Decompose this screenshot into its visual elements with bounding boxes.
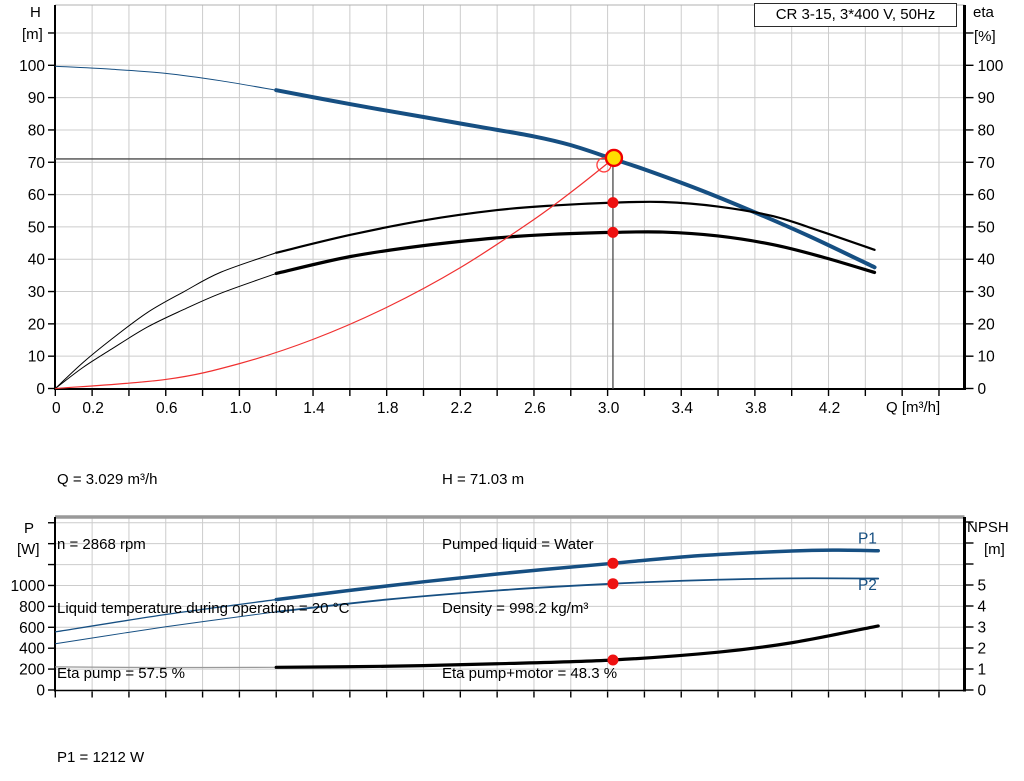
pumped-liquid-text: Pumped liquid = Water	[442, 535, 594, 553]
p-axis-unit: [W]	[17, 541, 40, 558]
npsh-axis-title: NPSH	[967, 519, 1009, 536]
h-axis-title: H	[30, 4, 41, 21]
eta-pump-value-text: Eta pump = 57.5 %	[57, 664, 185, 682]
NPSH-curve-thin	[55, 666, 277, 669]
left-axis-tick-label: 10	[28, 349, 46, 366]
x-axis-tick-label: 4.2	[819, 400, 841, 417]
x-axis-tick-label: 1.0	[230, 400, 252, 417]
eta-pump-motor-text: Eta pump+motor = 48.3 %	[442, 664, 618, 682]
left-axis-tick-label: 50	[28, 219, 46, 236]
duty-dot-eta-pump	[607, 197, 619, 209]
x-axis-tick-label: 1.8	[377, 400, 399, 417]
x-axis-tick-label: 2.6	[524, 400, 546, 417]
h-axis-unit: [m]	[22, 26, 43, 43]
right-axis-tick-label: 0	[978, 683, 987, 700]
left-axis-tick-label: 0	[36, 381, 45, 398]
x-axis-tick-label: 0.2	[82, 400, 104, 417]
duty-info-right: H = 71.03 m Pumped liquid = Water Densit…	[442, 426, 617, 727]
p1-value-text: P1 = 1212 W	[57, 749, 145, 766]
right-axis-tick-label: 30	[978, 284, 996, 301]
eta-pump-motor-curve-thin	[54, 272, 277, 389]
left-axis-tick-label: 0	[36, 683, 45, 700]
right-axis-tick-label: 50	[978, 219, 996, 236]
left-axis-tick-label: 80	[28, 122, 46, 139]
left-axis-tick-label: 1000	[11, 578, 46, 595]
x-axis-tick-label: 0.6	[156, 400, 178, 417]
left-axis-tick-label: 30	[28, 284, 46, 301]
right-axis-tick-label: 20	[978, 316, 996, 333]
head-eta-chart: 0 10 20 30 40 50 60 70 80 90 100 0 10 20 30 40 50 60 70 80 9…	[19, 4, 1004, 417]
left-axis-tick-label: 20	[28, 316, 46, 333]
P2-curve-thin	[55, 611, 277, 645]
npsh-axis-unit: [m]	[984, 541, 1005, 558]
right-axis-tick-label: 2	[978, 641, 987, 658]
left-axis-tick-label: 60	[28, 187, 46, 204]
left-axis-tick-label: 100	[19, 58, 45, 75]
left-axis-tick-label: 400	[19, 641, 45, 658]
duty-point-marker[interactable]	[604, 148, 624, 168]
right-axis-tick-label: 3	[978, 620, 987, 637]
left-axis-tick-label: 800	[19, 599, 45, 616]
right-axis-tick-label: 1	[978, 662, 987, 679]
left-axis-tick-label: 40	[28, 252, 46, 269]
P2-series-label: P2	[858, 577, 877, 594]
x-axis-tick-label: 2.2	[451, 400, 473, 417]
eta-axis-title: eta	[973, 4, 994, 21]
P1-curve	[274, 548, 880, 602]
head-curve	[274, 88, 877, 270]
right-axis-tick-label: 4	[978, 599, 987, 616]
right-axis-tick-label: 90	[978, 90, 996, 107]
x-axis-tick-label: 1.4	[303, 400, 325, 417]
right-axis-tick-label: 10	[978, 349, 996, 366]
density-value-text: Density = 998.2 kg/m³	[442, 600, 589, 617]
duty-dot-p1	[607, 557, 619, 569]
right-axis-tick-label: 5	[978, 578, 987, 595]
right-axis-tick-label: 0	[978, 381, 987, 398]
q-axis-title: Q [m³/h]	[886, 399, 941, 416]
left-axis-tick-label: 90	[28, 90, 46, 107]
eta-axis-unit: [%]	[974, 28, 996, 45]
duty-info-left: Q = 3.029 m³/h n = 2868 rpm Liquid tempe…	[57, 426, 349, 727]
x-axis-tick-label: 3.8	[745, 400, 767, 417]
eta-pump-motor-curve	[274, 230, 877, 276]
x-axis-tick-label: 0	[52, 400, 61, 417]
speed-value-text: n = 2868 rpm	[57, 535, 146, 553]
flow-value-text: Q = 3.029 m³/h	[57, 471, 158, 488]
x-axis-tick-label: 3.0	[598, 400, 620, 417]
power-info: P1 = 1212 W P2 = 1017 W NPSH = 1.43 m	[57, 702, 162, 781]
right-axis-tick-label: 100	[978, 58, 1004, 75]
right-axis-tick-label: 60	[978, 187, 996, 204]
head-value-text: H = 71.03 m	[442, 471, 525, 488]
duty-dot-eta-pump-motor	[607, 226, 619, 238]
P1-curve-thin	[55, 598, 277, 633]
left-axis-tick-label: 200	[19, 662, 45, 679]
pump-model-title: CR 3-15, 3*400 V, 50Hz	[754, 3, 957, 27]
left-axis-tick-label: 600	[19, 620, 45, 637]
duty-dot-p2	[607, 578, 619, 590]
right-axis-tick-label: 40	[978, 252, 996, 269]
x-axis-tick-label: 3.4	[671, 400, 693, 417]
p-axis-title: P	[24, 520, 35, 537]
left-axis-tick-label: 70	[28, 155, 46, 172]
power-npsh-chart: 0 200 400 600 800 1000 0 1 2 3 4 5 P1 P2	[11, 515, 987, 700]
P1-series-label: P1	[858, 531, 877, 548]
liquid-temp-text: Liquid temperature during operation = 20…	[57, 600, 350, 617]
eta-pump-curve-thin	[54, 252, 277, 389]
right-axis-tick-label: 70	[978, 155, 996, 172]
right-axis-tick-label: 80	[978, 122, 996, 139]
head-curve-thin	[55, 65, 277, 91]
system-curve-curve	[55, 158, 614, 390]
duty-dot-npsh	[607, 654, 619, 666]
